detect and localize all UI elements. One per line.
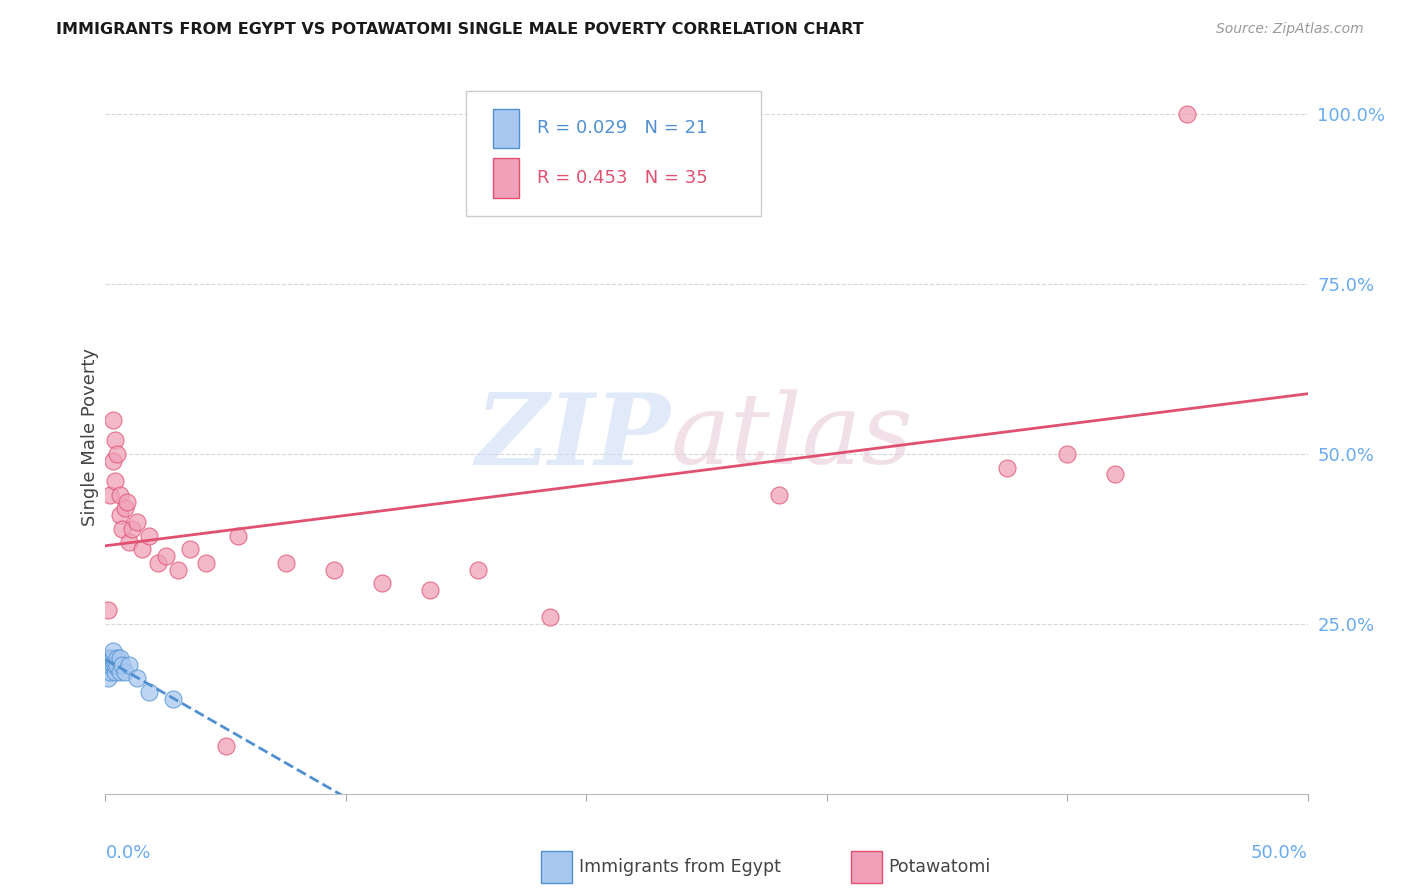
- Point: [98, 657, 121, 672]
- Point: [214, 739, 236, 754]
- FancyBboxPatch shape: [492, 159, 519, 198]
- Point: [101, 413, 124, 427]
- Point: [107, 447, 129, 461]
- Point: [162, 691, 184, 706]
- Text: atlas: atlas: [671, 390, 914, 484]
- Point: [118, 657, 141, 672]
- Text: 50.0%: 50.0%: [1251, 844, 1308, 862]
- Text: IMMIGRANTS FROM EGYPT VS POTAWATOMI SINGLE MALE POVERTY CORRELATION CHART: IMMIGRANTS FROM EGYPT VS POTAWATOMI SING…: [56, 22, 863, 37]
- Point: [111, 657, 134, 672]
- Point: [121, 522, 143, 536]
- FancyBboxPatch shape: [492, 109, 519, 148]
- Point: [97, 603, 120, 617]
- Point: [97, 657, 120, 672]
- Point: [108, 651, 131, 665]
- Text: R = 0.453   N = 35: R = 0.453 N = 35: [537, 169, 707, 187]
- Point: [97, 651, 120, 665]
- Point: [1104, 467, 1126, 482]
- Point: [138, 685, 160, 699]
- Point: [179, 542, 201, 557]
- Point: [226, 528, 249, 542]
- Point: [108, 665, 131, 679]
- Point: [101, 454, 124, 468]
- Point: [995, 460, 1018, 475]
- Text: R = 0.029   N = 21: R = 0.029 N = 21: [537, 120, 707, 137]
- Point: [108, 508, 131, 523]
- Point: [322, 563, 344, 577]
- Point: [148, 556, 170, 570]
- Point: [155, 549, 177, 563]
- Point: [104, 475, 127, 489]
- Point: [101, 644, 124, 658]
- Point: [138, 528, 160, 542]
- Point: [1175, 107, 1198, 121]
- Point: [98, 665, 121, 679]
- FancyBboxPatch shape: [465, 91, 761, 216]
- Point: [166, 563, 188, 577]
- Point: [104, 657, 127, 672]
- Point: [111, 522, 134, 536]
- Point: [125, 515, 148, 529]
- Point: [101, 657, 124, 672]
- Point: [371, 576, 394, 591]
- Point: [768, 488, 790, 502]
- Point: [107, 657, 129, 672]
- Point: [467, 563, 489, 577]
- Point: [101, 651, 124, 665]
- Point: [114, 665, 136, 679]
- Point: [114, 501, 136, 516]
- Point: [98, 488, 121, 502]
- Point: [97, 671, 120, 685]
- Point: [118, 535, 141, 549]
- Text: Potawatomi: Potawatomi: [889, 858, 991, 876]
- Point: [107, 651, 129, 665]
- Point: [115, 494, 138, 508]
- Point: [1056, 447, 1078, 461]
- Text: 0.0%: 0.0%: [105, 844, 150, 862]
- Point: [131, 542, 153, 557]
- Point: [125, 671, 148, 685]
- Point: [419, 582, 441, 597]
- Y-axis label: Single Male Poverty: Single Male Poverty: [80, 348, 98, 526]
- Text: ZIP: ZIP: [475, 389, 671, 485]
- Point: [195, 556, 218, 570]
- Point: [274, 556, 297, 570]
- Point: [104, 665, 127, 679]
- Text: Immigrants from Egypt: Immigrants from Egypt: [579, 858, 782, 876]
- Point: [538, 610, 561, 624]
- Point: [108, 488, 131, 502]
- Point: [104, 434, 127, 448]
- Point: [98, 651, 121, 665]
- Text: Source: ZipAtlas.com: Source: ZipAtlas.com: [1216, 22, 1364, 37]
